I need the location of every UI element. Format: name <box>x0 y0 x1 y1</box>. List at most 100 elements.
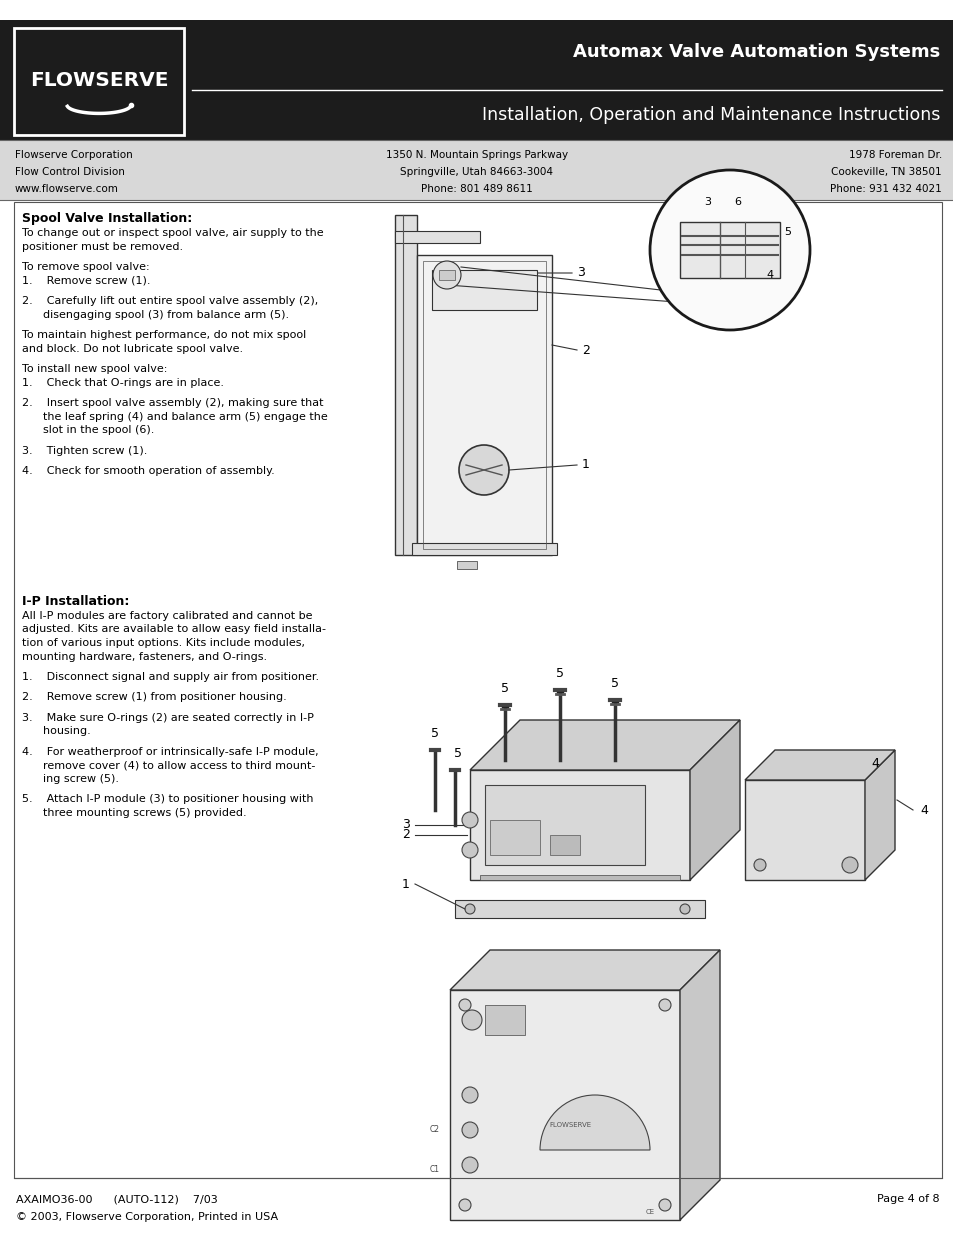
Text: 4: 4 <box>765 270 773 280</box>
Text: To install new spool valve:: To install new spool valve: <box>22 364 167 374</box>
Text: C2: C2 <box>430 1125 439 1135</box>
Bar <box>470 769 689 881</box>
Text: 1: 1 <box>581 458 589 472</box>
Text: 1.    Check that O-rings are in place.: 1. Check that O-rings are in place. <box>22 378 224 388</box>
Text: 3: 3 <box>703 198 711 207</box>
Text: 5: 5 <box>500 682 509 695</box>
Text: 4.    Check for smooth operation of assembly.: 4. Check for smooth operation of assembl… <box>22 466 274 475</box>
Text: 4.    For weatherproof or intrinsically-safe I-P module,: 4. For weatherproof or intrinsically-saf… <box>22 747 318 757</box>
Circle shape <box>659 1199 670 1212</box>
Text: remove cover (4) to allow access to third mount-: remove cover (4) to allow access to thir… <box>22 761 315 771</box>
Circle shape <box>458 1199 471 1212</box>
Text: Automax Valve Automation Systems: Automax Valve Automation Systems <box>572 43 939 61</box>
Text: the leaf spring (4) and balance arm (5) engage the: the leaf spring (4) and balance arm (5) … <box>22 411 328 421</box>
Text: 1.    Disconnect signal and supply air from positioner.: 1. Disconnect signal and supply air from… <box>22 672 319 682</box>
Text: © 2003, Flowserve Corporation, Printed in USA: © 2003, Flowserve Corporation, Printed i… <box>16 1212 278 1221</box>
Text: 2: 2 <box>581 343 589 357</box>
Circle shape <box>461 842 477 858</box>
Text: 3: 3 <box>577 267 584 279</box>
Text: AXAIMO36-00      (AUTO-112)    7/03: AXAIMO36-00 (AUTO-112) 7/03 <box>16 1194 217 1204</box>
Circle shape <box>461 1010 481 1030</box>
Text: Springville, Utah 84663-3004: Springville, Utah 84663-3004 <box>400 167 553 177</box>
Circle shape <box>458 445 509 495</box>
Text: 3.    Make sure O-rings (2) are seated correctly in I-P: 3. Make sure O-rings (2) are seated corr… <box>22 713 314 722</box>
Bar <box>412 543 557 555</box>
Text: 5: 5 <box>610 677 618 690</box>
Text: 1978 Foreman Dr.: 1978 Foreman Dr. <box>848 149 941 161</box>
Circle shape <box>679 904 689 914</box>
Text: Phone: 801 489 8611: Phone: 801 489 8611 <box>420 184 533 194</box>
Bar <box>0 140 953 200</box>
Text: tion of various input options. Kits include modules,: tion of various input options. Kits incl… <box>22 638 305 648</box>
Text: 5: 5 <box>783 227 791 237</box>
Wedge shape <box>539 1095 649 1150</box>
Bar <box>484 785 644 864</box>
Text: housing.: housing. <box>22 726 91 736</box>
Text: CE: CE <box>645 1209 654 1215</box>
Text: 5.    Attach I-P module (3) to positioner housing with: 5. Attach I-P module (3) to positioner h… <box>22 794 314 804</box>
Bar <box>744 781 864 881</box>
Text: Page 4 of 8: Page 4 of 8 <box>877 1194 939 1204</box>
Text: three mounting screws (5) provided.: three mounting screws (5) provided. <box>22 808 247 818</box>
Text: 4: 4 <box>870 757 878 769</box>
Circle shape <box>753 860 765 871</box>
Text: 2.    Carefully lift out entire spool valve assembly (2),: 2. Carefully lift out entire spool valve… <box>22 296 318 306</box>
Text: Flowserve Corporation: Flowserve Corporation <box>15 149 132 161</box>
Circle shape <box>464 904 475 914</box>
Bar <box>550 835 579 855</box>
Text: 3: 3 <box>402 819 410 831</box>
Text: disengaging spool (3) from balance arm (5).: disengaging spool (3) from balance arm (… <box>22 310 289 320</box>
Text: All I-P modules are factory calibrated and cannot be: All I-P modules are factory calibrated a… <box>22 611 313 621</box>
Bar <box>395 231 479 243</box>
Text: 2.    Insert spool valve assembly (2), making sure that: 2. Insert spool valve assembly (2), maki… <box>22 398 323 408</box>
Bar <box>679 222 780 278</box>
Bar <box>14 28 184 135</box>
Text: 2.    Remove screw (1) from positioner housing.: 2. Remove screw (1) from positioner hous… <box>22 693 287 703</box>
Polygon shape <box>450 950 720 990</box>
Text: 4: 4 <box>919 804 927 816</box>
Text: www.flowserve.com: www.flowserve.com <box>15 184 119 194</box>
Bar <box>395 215 416 555</box>
Text: 1.    Remove screw (1).: 1. Remove screw (1). <box>22 275 151 285</box>
Circle shape <box>649 170 809 330</box>
Bar <box>0 20 953 140</box>
Circle shape <box>461 1087 477 1103</box>
Circle shape <box>458 999 471 1011</box>
Bar <box>416 254 552 555</box>
Text: 5: 5 <box>556 667 563 680</box>
Circle shape <box>841 857 857 873</box>
Text: 6: 6 <box>734 198 740 207</box>
Bar <box>432 270 537 310</box>
Polygon shape <box>470 720 740 769</box>
Text: Spool Valve Installation:: Spool Valve Installation: <box>22 212 193 225</box>
Text: I-P Installation:: I-P Installation: <box>22 595 130 608</box>
Text: Phone: 931 432 4021: Phone: 931 432 4021 <box>829 184 941 194</box>
Polygon shape <box>744 750 894 781</box>
Circle shape <box>461 1157 477 1173</box>
Text: FLOWSERVE: FLOWSERVE <box>548 1123 591 1128</box>
Text: 2: 2 <box>402 829 410 841</box>
Bar <box>456 561 476 569</box>
Bar <box>479 876 679 881</box>
Text: FLOWSERVE: FLOWSERVE <box>30 70 168 89</box>
Bar <box>14 203 941 1178</box>
Text: adjusted. Kits are available to allow easy field installa-: adjusted. Kits are available to allow ea… <box>22 625 326 635</box>
Text: slot in the spool (6).: slot in the spool (6). <box>22 425 154 435</box>
Circle shape <box>659 999 670 1011</box>
Text: 5: 5 <box>454 747 461 760</box>
Bar <box>484 1005 524 1035</box>
Text: 1350 N. Mountain Springs Parkway: 1350 N. Mountain Springs Parkway <box>386 149 567 161</box>
Circle shape <box>433 261 460 289</box>
Bar <box>422 261 545 550</box>
Text: To maintain highest performance, do not mix spool: To maintain highest performance, do not … <box>22 330 306 340</box>
Text: mounting hardware, fasteners, and O-rings.: mounting hardware, fasteners, and O-ring… <box>22 652 267 662</box>
Text: C1: C1 <box>430 1166 439 1174</box>
Text: Installation, Operation and Maintenance Instructions: Installation, Operation and Maintenance … <box>481 106 939 124</box>
Bar <box>450 990 679 1220</box>
Text: ing screw (5).: ing screw (5). <box>22 774 119 784</box>
Circle shape <box>461 811 477 827</box>
Text: 5: 5 <box>431 727 438 740</box>
Polygon shape <box>679 950 720 1220</box>
Text: 1: 1 <box>402 878 410 890</box>
Text: To remove spool valve:: To remove spool valve: <box>22 262 150 272</box>
